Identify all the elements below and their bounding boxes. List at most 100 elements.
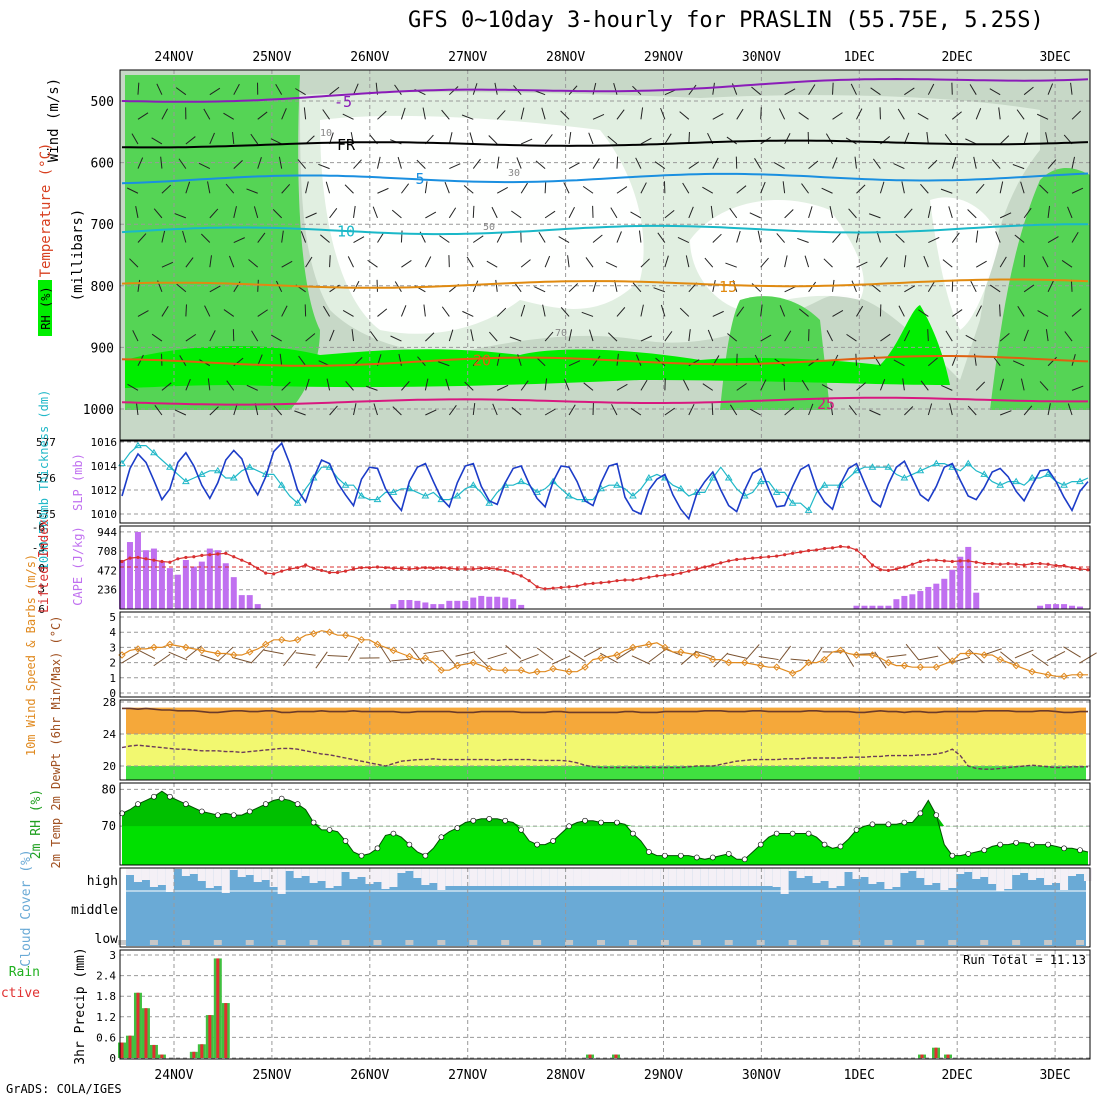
isotherm-label: 10 <box>337 222 355 240</box>
precip-convective-bar <box>144 1008 148 1058</box>
low-cloud-gap <box>533 940 542 945</box>
lifted-index-marker <box>168 560 172 564</box>
wind-barb <box>185 304 187 317</box>
lifted-index-marker <box>120 559 124 564</box>
high-cloud-gap <box>501 868 510 886</box>
high-cloud-gap <box>1004 868 1013 889</box>
high-cloud-gap <box>732 868 741 886</box>
wind-barb <box>901 181 905 194</box>
rh-white-region <box>930 197 1000 330</box>
wind-barb <box>782 181 786 194</box>
high-cloud-gap <box>429 868 438 883</box>
cape-bar <box>174 574 181 609</box>
high-cloud-gap <box>293 868 302 878</box>
high-cloud-gap <box>237 868 246 877</box>
wind-barb <box>233 206 237 218</box>
high-cloud-gap <box>980 868 989 877</box>
wind-barb <box>830 403 834 416</box>
lifted-index-marker <box>399 566 404 570</box>
wind-barb <box>318 163 330 170</box>
wind-barb <box>784 88 796 96</box>
wind-barb <box>161 382 172 391</box>
rh2m-marker <box>582 817 588 824</box>
surface-wind-barb <box>200 654 220 662</box>
wind-barb <box>801 379 810 391</box>
lifted-index-axis-label: Lifted Index <box>37 519 52 613</box>
wind-barb <box>353 205 356 218</box>
wind-barb <box>583 382 594 391</box>
wind-speed-marker <box>581 663 589 671</box>
high-cloud-gap <box>581 868 590 886</box>
wind-barb <box>832 82 834 95</box>
lifted-index-marker <box>783 553 787 557</box>
precip-convective-bar <box>920 1054 924 1058</box>
high-cloud-gap <box>277 868 286 894</box>
lifted-index-marker <box>152 558 156 562</box>
thickness-marker <box>932 459 941 467</box>
high-cloud-gap <box>724 868 733 886</box>
high-cloud-gap <box>509 868 518 886</box>
wind-barb <box>654 161 666 170</box>
wind-barb <box>784 133 791 145</box>
wind-barb <box>127 383 139 391</box>
thickness-marker <box>629 492 637 499</box>
lifted-index-marker <box>727 559 731 563</box>
surface-wind-barb <box>473 652 489 668</box>
thickness-marker <box>645 474 653 481</box>
wind-barb <box>536 357 546 367</box>
wind-barb <box>632 282 642 293</box>
lifted-index-marker <box>711 563 715 567</box>
wind-barb <box>895 233 905 243</box>
isotherm-label: 20 <box>473 352 491 370</box>
wind-speed-marker <box>948 657 956 665</box>
rh2m-marker <box>278 795 285 802</box>
wind-barb <box>832 310 844 317</box>
wind-barb <box>808 206 813 219</box>
wind-barb <box>688 84 697 95</box>
wind-barb <box>1067 206 1073 219</box>
surface-wind-barb <box>680 651 697 665</box>
cape-bar <box>119 559 125 609</box>
precip-tick-label: 1.2 <box>96 1011 116 1024</box>
lifted-index-marker <box>304 563 308 567</box>
wind-barb <box>207 181 211 194</box>
wind-barb <box>975 230 979 243</box>
wind-barb <box>850 83 857 95</box>
surface-wind-barb <box>568 650 586 662</box>
wind-tick-label: 5 <box>109 611 116 624</box>
rh-contour-label: 30 <box>508 168 520 179</box>
wind-barb <box>496 353 501 366</box>
wind-barb <box>401 260 412 268</box>
bottom-date-tick-label: 2DEC <box>942 1068 973 1083</box>
high-cloud-gap <box>988 868 997 884</box>
wind-barb <box>544 134 553 145</box>
wind-barb <box>329 405 338 416</box>
wind-barb <box>544 378 548 391</box>
cape-bar <box>422 602 429 609</box>
rh2m-marker <box>215 812 221 818</box>
lifted-index-marker <box>208 553 212 557</box>
wind-barb <box>568 283 579 293</box>
wind-barb <box>970 280 977 293</box>
high-cloud-gap <box>381 868 390 889</box>
wind-barb <box>425 332 435 342</box>
thickness-marker <box>421 492 430 499</box>
lifted-index-marker <box>431 566 435 570</box>
surface-wind-barb <box>745 644 760 660</box>
wind-barb <box>638 230 642 243</box>
wind-barb <box>760 334 772 342</box>
cape-bar <box>909 594 916 609</box>
wind-barb <box>568 162 580 170</box>
precip-panel-frame <box>119 949 1091 1060</box>
low-cloud-gap <box>597 940 606 945</box>
wind-barb <box>295 88 306 96</box>
wind-barb <box>928 236 940 243</box>
wind-barb <box>329 329 335 342</box>
wind-barb <box>688 329 691 342</box>
surface-wind-barb <box>327 654 348 658</box>
wind-barb <box>248 259 259 268</box>
surface-wind-barb <box>551 655 571 665</box>
high-cloud-gap <box>1020 868 1029 873</box>
lifted-index-marker <box>367 566 372 570</box>
wind-barb <box>679 111 690 120</box>
